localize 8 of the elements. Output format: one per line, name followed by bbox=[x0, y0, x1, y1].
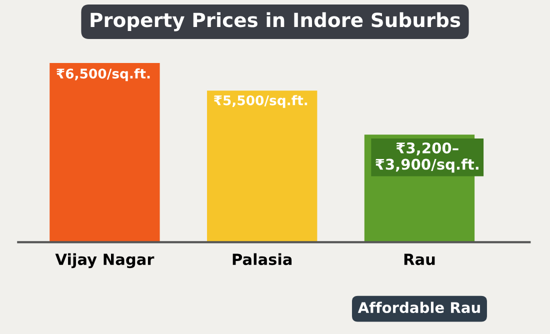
x-tick-label: Rau bbox=[404, 254, 435, 266]
data-label: ₹5,500/sq.ft. bbox=[214, 95, 308, 108]
x-tick-label: Palasia bbox=[232, 253, 292, 266]
text: Affordable Rau bbox=[358, 302, 480, 314]
data-label: ₹3,200– ₹3,900/sq.ft. bbox=[376, 142, 478, 173]
chart-title: Property Prices in Indore Suburbs bbox=[90, 12, 460, 32]
data-label: ₹6,500/sq.ft. bbox=[56, 68, 150, 82]
x-tick-label: Vijay Nagar bbox=[55, 253, 154, 268]
